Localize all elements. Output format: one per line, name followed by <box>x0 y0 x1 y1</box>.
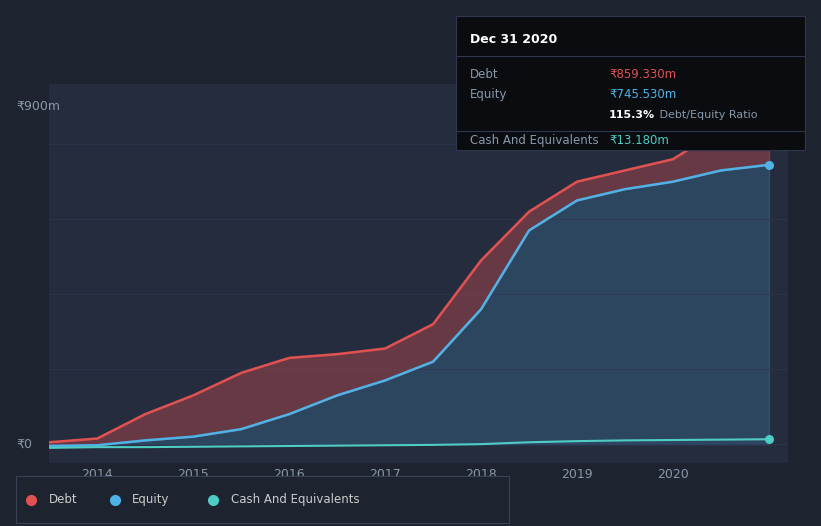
Text: ₹745.530m: ₹745.530m <box>609 88 677 102</box>
Point <box>763 160 776 169</box>
Text: Cash And Equivalents: Cash And Equivalents <box>231 493 360 506</box>
Text: Debt/Equity Ratio: Debt/Equity Ratio <box>656 110 758 120</box>
Text: Dec 31 2020: Dec 31 2020 <box>470 33 557 46</box>
Text: Equity: Equity <box>132 493 170 506</box>
Text: ₹13.180m: ₹13.180m <box>609 134 669 147</box>
Text: ₹859.330m: ₹859.330m <box>609 68 677 82</box>
Point <box>763 118 776 126</box>
Text: Equity: Equity <box>470 88 507 102</box>
Text: ₹900m: ₹900m <box>16 100 60 113</box>
Text: Debt: Debt <box>48 493 77 506</box>
Point <box>763 435 776 443</box>
Text: Cash And Equivalents: Cash And Equivalents <box>470 134 599 147</box>
Text: ₹0: ₹0 <box>16 438 32 451</box>
Text: Debt: Debt <box>470 68 498 82</box>
Text: 115.3%: 115.3% <box>609 110 655 120</box>
